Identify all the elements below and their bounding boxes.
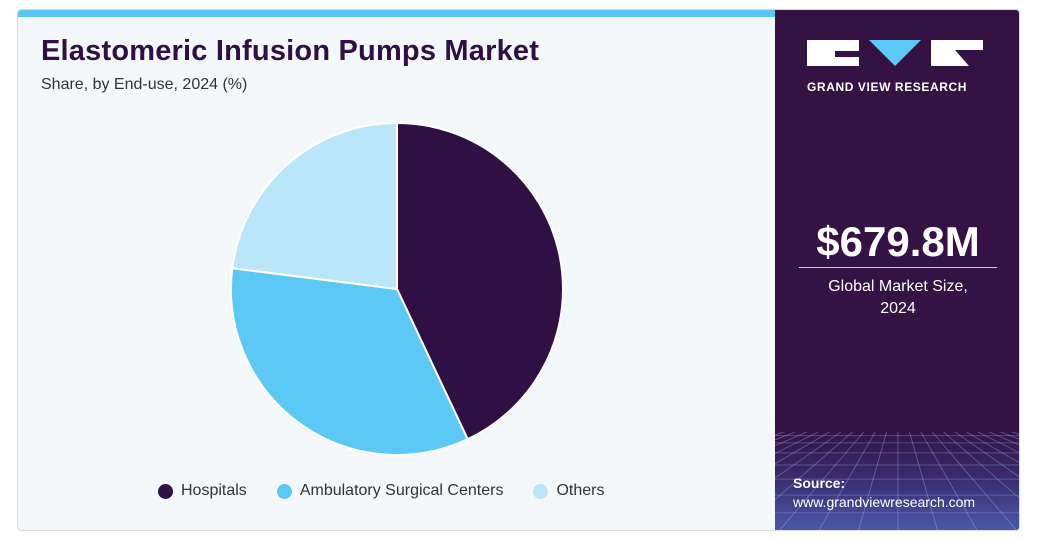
legend-item-ambulatory-surgical-centers: Ambulatory Surgical Centers <box>276 482 504 500</box>
source-label: Source: <box>793 475 846 491</box>
market-size-label: Global Market Size, 2024 <box>805 276 991 320</box>
pie-slice-ambulatory-surgical-centers <box>230 267 470 456</box>
legend-label-ambulatory-surgical-centers: Ambulatory Surgical Centers <box>299 482 504 499</box>
legend-item-hospitals: Hospitals <box>158 482 247 500</box>
legend-label-others: Others <box>556 482 605 499</box>
legend-item-others: Others <box>533 482 604 500</box>
legend-swatch-others <box>533 483 549 499</box>
pie-slice-others <box>231 121 398 291</box>
summary-panel: GRAND VIEW RESEARCH $679.8M Global Marke… <box>775 10 1019 530</box>
market-size-label-line2: 2024 <box>880 300 916 317</box>
infographic-card: Elastomeric Infusion Pumps Market Share,… <box>17 9 1020 531</box>
legend-label-hospitals: Hospitals <box>181 482 247 499</box>
pie-chart <box>230 121 564 456</box>
legend-swatch-ambulatory-surgical-centers <box>276 483 292 499</box>
market-size-value: $679.8M <box>816 218 980 265</box>
market-size-label-line1: Global Market Size, <box>828 278 968 295</box>
chart-subtitle: Share, by End-use, 2024 (%) <box>41 76 248 93</box>
chart-panel: Elastomeric Infusion Pumps Market Share,… <box>18 10 775 530</box>
source-url[interactable]: www.grandviewresearch.com <box>793 494 976 510</box>
decorative-grid <box>775 432 1019 530</box>
chart-title: Elastomeric Infusion Pumps Market <box>41 35 540 67</box>
brand-name: GRAND VIEW RESEARCH <box>807 80 968 94</box>
gvr-logo-icon <box>807 40 983 66</box>
chart-legend: Hospitals Ambulatory Surgical Centers Othe… <box>158 482 634 500</box>
divider <box>799 267 997 268</box>
legend-swatch-hospitals <box>158 483 173 499</box>
pie-slice-hospitals <box>396 121 564 441</box>
grid-pattern <box>775 432 1019 530</box>
accent-bar <box>18 10 775 17</box>
